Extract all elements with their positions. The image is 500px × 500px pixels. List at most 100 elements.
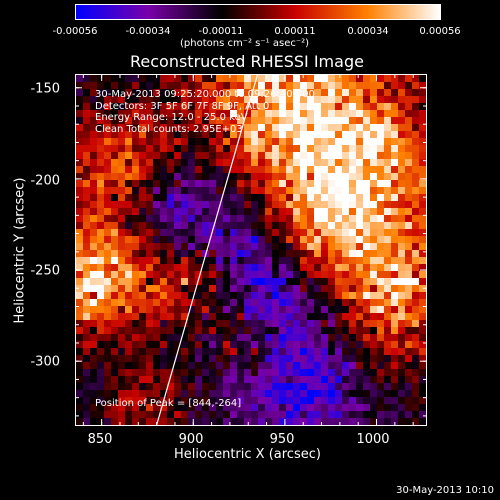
heatmap-cell — [251, 320, 259, 328]
heatmap-cell — [265, 159, 273, 167]
heatmap-cell — [349, 159, 357, 167]
heatmap-cell — [202, 187, 210, 195]
heatmap-cell — [188, 257, 196, 265]
heatmap-cell — [314, 320, 322, 328]
heatmap-cell — [202, 222, 210, 230]
heatmap-cell — [314, 173, 322, 181]
heatmap-cell — [377, 215, 385, 223]
heatmap-cell — [139, 411, 147, 419]
heatmap-cell — [419, 320, 426, 328]
heatmap-cell — [188, 152, 196, 160]
heatmap-cell — [174, 306, 182, 314]
heatmap-cell — [384, 117, 392, 125]
heatmap-cell — [314, 152, 322, 160]
heatmap-cell — [90, 208, 98, 216]
heatmap-cell — [160, 208, 168, 216]
heatmap-cell — [419, 306, 426, 314]
heatmap-cell — [153, 138, 161, 146]
heatmap-cell — [230, 159, 238, 167]
heatmap-cell — [300, 327, 308, 335]
heatmap-cell — [76, 320, 84, 328]
heatmap-cell — [377, 173, 385, 181]
heatmap-cell — [272, 201, 280, 209]
heatmap-cell — [174, 82, 182, 90]
heatmap-cell — [314, 292, 322, 300]
heatmap-cell — [209, 201, 217, 209]
heatmap-cell — [111, 320, 119, 328]
heatmap-cell — [139, 117, 147, 125]
heatmap-cell — [132, 369, 140, 377]
heatmap-cell — [363, 390, 371, 398]
heatmap-cell — [370, 131, 378, 139]
heatmap-cell — [377, 208, 385, 216]
heatmap-cell — [398, 173, 406, 181]
heatmap-cell — [146, 145, 154, 153]
heatmap-cell — [76, 166, 84, 174]
heatmap-cell — [412, 124, 420, 132]
heatmap-cell — [209, 145, 217, 153]
heatmap-cell — [97, 292, 105, 300]
heatmap-cell — [272, 341, 280, 349]
heatmap-cell — [314, 82, 322, 90]
heatmap-cell — [174, 257, 182, 265]
plot-area[interactable]: 30-May-2013 09:25:20.000 to 09:26:40.000… — [75, 74, 427, 426]
heatmap-cell — [153, 257, 161, 265]
heatmap-cell — [412, 369, 420, 377]
heatmap-cell — [90, 257, 98, 265]
heatmap-cell — [286, 278, 294, 286]
heatmap-cell — [286, 89, 294, 97]
heatmap-cell — [391, 187, 399, 195]
heatmap-cell — [139, 362, 147, 370]
heatmap-cell — [76, 397, 84, 405]
heatmap-cell — [209, 89, 217, 97]
heatmap-cell — [363, 376, 371, 384]
heatmap-cell — [272, 222, 280, 230]
heatmap-cell — [83, 285, 91, 293]
heatmap-cell — [237, 341, 245, 349]
heatmap-cell — [146, 138, 154, 146]
heatmap-cell — [398, 411, 406, 419]
heatmap-cell — [181, 208, 189, 216]
heatmap-cell — [258, 229, 266, 237]
heatmap-cell — [370, 264, 378, 272]
heatmap-cell — [265, 222, 273, 230]
heatmap-cell — [202, 110, 210, 118]
heatmap-cell — [223, 390, 231, 398]
heatmap-cell — [251, 145, 259, 153]
heatmap-cell — [83, 194, 91, 202]
heatmap-cell — [160, 243, 168, 251]
heatmap-cell — [265, 418, 273, 425]
heatmap-cell — [251, 327, 259, 335]
heatmap-cell — [328, 138, 336, 146]
heatmap-cell — [223, 250, 231, 258]
heatmap-cell — [167, 145, 175, 153]
heatmap-cell — [216, 327, 224, 335]
heatmap-cell — [349, 299, 357, 307]
heatmap-cell — [230, 327, 238, 335]
heatmap-cell — [328, 411, 336, 419]
heatmap-cell — [139, 327, 147, 335]
heatmap-cell — [300, 334, 308, 342]
heatmap-cell — [209, 159, 217, 167]
heatmap-cell — [405, 208, 413, 216]
heatmap-cell — [412, 327, 420, 335]
heatmap-cell — [146, 320, 154, 328]
heatmap-cell — [244, 103, 252, 111]
heatmap-cell — [181, 145, 189, 153]
heatmap-cell — [377, 117, 385, 125]
heatmap-cell — [153, 250, 161, 258]
heatmap-cell — [90, 306, 98, 314]
heatmap-cell — [265, 201, 273, 209]
heatmap-cell — [279, 222, 287, 230]
heatmap-cell — [335, 236, 343, 244]
heatmap-cell — [405, 96, 413, 104]
heatmap-cell — [90, 152, 98, 160]
heatmap-cell — [118, 383, 126, 391]
heatmap-cell — [335, 362, 343, 370]
heatmap-cell — [181, 131, 189, 139]
heatmap-cell — [279, 390, 287, 398]
heatmap-cell — [146, 299, 154, 307]
heatmap-cell — [209, 152, 217, 160]
heatmap-cell — [412, 292, 420, 300]
heatmap-cell — [111, 96, 119, 104]
